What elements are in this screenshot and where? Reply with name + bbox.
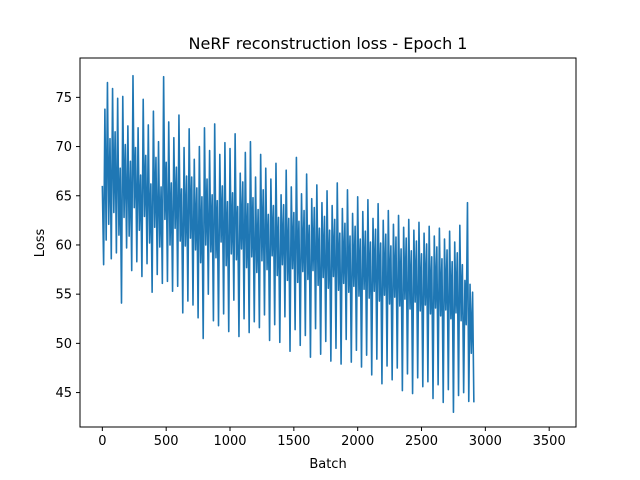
x-tick-label: 1500 [277, 434, 310, 449]
y-tick-label: 55 [55, 288, 72, 303]
x-tick-label: 1000 [213, 434, 246, 449]
loss-series-line [101, 74, 475, 414]
axes-frame [79, 57, 577, 428]
x-tick-label: 0 [98, 434, 106, 449]
y-tick-label: 50 [55, 337, 72, 352]
x-tick-label: 3000 [469, 434, 502, 449]
y-tick-label: 70 [55, 140, 72, 155]
chart-title: NeRF reconstruction loss - Epoch 1 [189, 34, 468, 53]
x-tick-label: 500 [154, 434, 179, 449]
x-axis-label: Batch [309, 457, 346, 472]
x-tick-label: 2500 [405, 434, 438, 449]
x-tick-label: 3500 [533, 434, 566, 449]
y-axis-ticks: 45 50 55 60 65 70 75 [55, 91, 80, 401]
plot-area [101, 74, 475, 414]
y-tick-label: 60 [55, 238, 72, 253]
x-axis-ticks: 0 500 1000 1500 2000 2500 3000 3500 [98, 427, 566, 449]
y-axis-label: Loss [33, 229, 48, 258]
y-tick-label: 65 [55, 189, 72, 204]
y-tick-label: 45 [55, 386, 72, 401]
y-tick-label: 75 [55, 91, 72, 106]
x-tick-label: 2000 [341, 434, 374, 449]
